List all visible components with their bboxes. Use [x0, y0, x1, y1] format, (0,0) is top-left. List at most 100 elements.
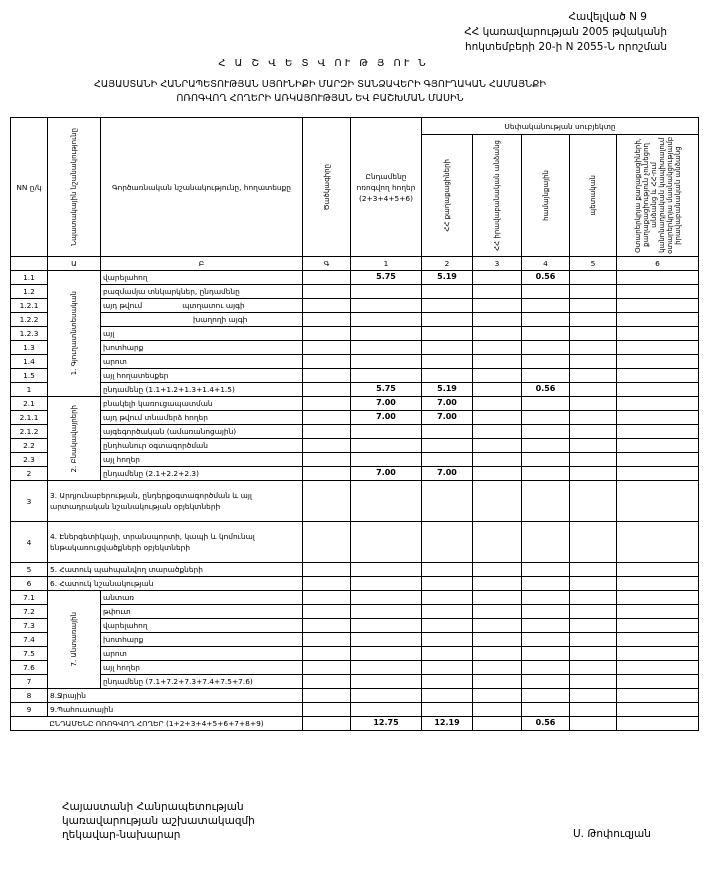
row-code: [302, 326, 351, 341]
row-value-col-1: [350, 312, 422, 327]
row-value-col-4: [521, 562, 570, 577]
row-value-col-3: [472, 410, 522, 425]
row-code: [302, 660, 351, 675]
table-row: 7.1 7. Անտառային անտառ: [10, 590, 699, 689]
row-value-col-3: [472, 368, 522, 383]
row-value-col-2: [421, 702, 473, 717]
table-row: 1.2 բազմամյա տնկարկներ, ընդամենը: [10, 284, 699, 299]
row-value-col-2: [421, 590, 473, 605]
row-code: [302, 368, 351, 383]
row-value-col-4: 0.56: [521, 270, 570, 285]
row-code: [302, 396, 351, 411]
row-value-col-5: [569, 674, 617, 689]
row-value-col-2: 5.19: [421, 270, 473, 285]
row-number: 7: [10, 674, 48, 689]
row-value-col-2: 7.00: [421, 466, 473, 481]
row-value-col-4: [521, 688, 570, 703]
annex-line: հոկտեմբերի 20-ի N 2055-Ն որոշման: [464, 41, 667, 53]
row-value-col-5: [569, 410, 617, 425]
row-value-col-3: [472, 632, 522, 647]
row-value-col-3: [472, 702, 522, 717]
row-value-col-1: [350, 702, 422, 717]
row-label-text: թփուտ: [103, 607, 131, 616]
row-value-col-4: 0.56: [521, 382, 570, 397]
row-value-col-2: 7.00: [421, 396, 473, 411]
row-value-col-5: [569, 354, 617, 369]
row-value-col-2: [421, 660, 473, 675]
row-value-col-5: [569, 452, 617, 467]
header-owner-group: Սեփականության սուբյեկտը: [421, 116, 699, 136]
row-number: 5: [10, 562, 48, 577]
row-value-col-3: [472, 452, 522, 467]
row-value-col-1: [350, 618, 422, 633]
row-value-col-1: [350, 354, 422, 369]
row-value-col-3: [472, 576, 522, 591]
row-value-col-6: [616, 312, 699, 327]
row-value-col-5: [569, 576, 617, 591]
row-value-col-1: [350, 562, 422, 577]
row-value-col-1: [350, 632, 422, 647]
row-value-col-2: 7.00: [421, 410, 473, 425]
row-value-col-2: [421, 688, 473, 703]
row-value-col-1: [350, 660, 422, 675]
row-label: խոտհարք: [100, 632, 303, 647]
row-code: [302, 452, 351, 467]
row-value-col-1: [350, 452, 422, 467]
row-value-col-1: 5.75: [350, 382, 422, 397]
row-value-col-6: [616, 618, 699, 633]
row-value-col-6: [616, 646, 699, 661]
row-value-col-3: [472, 590, 522, 605]
header-owner-6: Օտարերկրյա քաղաքացիների, քաղաքացիություն…: [616, 134, 699, 257]
row-label-text: բազմամյա տնկարկներ, ընդամենը: [103, 287, 240, 296]
row-value-col-6: [616, 452, 699, 467]
row-value-col-5: [569, 466, 617, 481]
row-label: ընդամենը (7.1+7.2+7.3+7.4+7.5+7.6): [100, 674, 303, 689]
row-code: [302, 646, 351, 661]
grand-total-label: ԸՆԴԱՄԵՆԸ ՈՌՈԳՎՈՂ ՀՈՂԵՐ (1+2+3+4+5+6+7+8+…: [10, 716, 303, 731]
row-label: անտառ: [100, 590, 303, 605]
row-number: 7.5: [10, 646, 48, 661]
row-code: [302, 410, 351, 425]
row-label-text: խոտհարք: [103, 635, 144, 644]
row-value-col-5: [569, 298, 617, 313]
row-label: այլ: [100, 326, 303, 341]
row-number: 4: [10, 521, 48, 563]
row-value-col-6: [616, 604, 699, 619]
column-index: 1: [350, 256, 422, 271]
header-owner-text: ՀՀ իրավաբանական անձանց: [493, 140, 501, 251]
row-code: [302, 298, 351, 313]
row-value-col-4: [521, 326, 570, 341]
row-value-col-5: [569, 688, 617, 703]
row-value-col-2: [421, 618, 473, 633]
row-number: 7.1: [10, 590, 48, 605]
row-value-col-4: [521, 604, 570, 619]
row-value-col-2: [421, 576, 473, 591]
row-number: 2.1.1: [10, 410, 48, 425]
row-code: [302, 466, 351, 481]
header-code-text: Ծածկագիրը: [322, 163, 331, 211]
row-label-text: այգեգործական (ամառանոցային): [103, 427, 237, 436]
row-value-col-2: [421, 312, 473, 327]
row-value-col-3: [472, 270, 522, 285]
row-value-col-5: [569, 521, 617, 563]
row-code: [302, 480, 351, 522]
row-value-col-5: [569, 702, 617, 717]
row-label-text: այդ թվում տնամերձ հողեր: [103, 413, 208, 422]
row-value-col-3: [472, 562, 522, 577]
row-label: ընդամենը (1.1+1.2+1.3+1.4+1.5): [100, 382, 303, 397]
column-index: 5: [569, 256, 617, 271]
position-line: Հայաստանի Հանրապետության: [62, 801, 244, 813]
row-label: այլ հողեր: [100, 660, 303, 675]
row-label-text: այլ հողեր: [103, 455, 140, 464]
header-owner-text: պետական: [589, 175, 597, 216]
row-value-col-6: [616, 340, 699, 355]
row-number: 1.3: [10, 340, 48, 355]
row-value-col-3: [472, 424, 522, 439]
row-value-col-1: 7.00: [350, 466, 422, 481]
row-value-col-4: [521, 340, 570, 355]
row-label: ընդհանուր օգտագործման: [100, 438, 303, 453]
table-row: 4 4. Էներգետիկայի, տրանսպորտի, կապի և կոմ…: [10, 521, 699, 563]
header-total: Ընդամենը ոռոգվող հողեր (2+3+4+5+6): [350, 117, 422, 257]
table-row: 5 5. Հատուկ պահպանվող տարածքների: [10, 562, 699, 577]
column-index: 3: [472, 256, 522, 271]
